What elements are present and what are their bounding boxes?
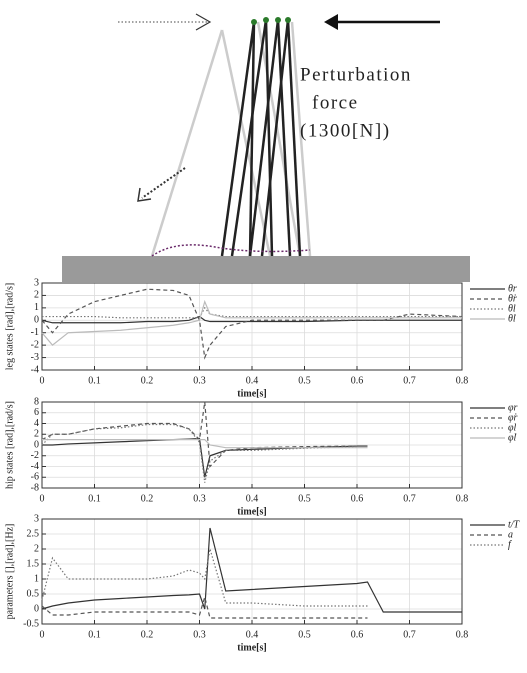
- y-tick-label: 3: [34, 277, 39, 288]
- x-tick-label: 0.1: [88, 375, 101, 386]
- series-line: [41, 299, 462, 346]
- series-line: [41, 315, 462, 324]
- x-axis-label: time[s]: [237, 506, 266, 517]
- x-tick-label: 0.7: [403, 493, 416, 504]
- legend-label: φr: [508, 402, 518, 413]
- series-line: [41, 288, 463, 360]
- y-tick-label: -4: [31, 364, 39, 375]
- x-tick-label: 0.8: [456, 493, 469, 504]
- legend-label: φl: [508, 422, 517, 433]
- y-tick-label: 1: [34, 302, 39, 313]
- x-tick-label: 0.1: [88, 493, 101, 504]
- x-tick-label: 0.4: [246, 629, 259, 640]
- hip-dots: [251, 17, 291, 25]
- y-tick-label: 2: [34, 290, 39, 301]
- y-tick-label: -3: [31, 352, 39, 363]
- y-tick-label: 0: [34, 603, 39, 614]
- x-tick-label: 0.4: [246, 493, 259, 504]
- foot-trace: [151, 244, 311, 257]
- legend-label: θl: [508, 303, 516, 314]
- y-tick-label: -2: [31, 450, 39, 461]
- legend-label: θr: [508, 283, 517, 294]
- y-tick-label: 1: [34, 573, 39, 584]
- y-tick-label: 0.5: [27, 588, 40, 599]
- x-tick-label: 0.6: [351, 493, 364, 504]
- simulation-diagram: Perturbation force (1300[N]): [62, 13, 470, 282]
- x-tick-label: 0.8: [456, 375, 469, 386]
- ground: [62, 256, 470, 282]
- y-tick-label: -6: [31, 472, 39, 483]
- y-tick-label: 2: [34, 429, 39, 440]
- x-tick-label: 0.7: [403, 375, 416, 386]
- x-tick-label: 0.3: [193, 375, 206, 386]
- series-line: [41, 548, 368, 607]
- y-tick-label: -1: [31, 327, 39, 338]
- y-tick-label: 4: [34, 418, 39, 429]
- series-line: [41, 423, 358, 483]
- y-tick-label: 2: [34, 543, 39, 554]
- series-line: [42, 306, 462, 319]
- y-tick-label: 1.5: [27, 558, 40, 569]
- dark-legs: [220, 19, 302, 257]
- series-line: [42, 437, 368, 478]
- y-tick-label: -0.5: [23, 618, 39, 629]
- legend-label: φ̇l: [508, 432, 517, 443]
- x-axis-label: time[s]: [237, 642, 266, 653]
- y-axis-label: parameters [],[rad],[Hz]: [4, 524, 15, 620]
- y-tick-label: 6: [34, 407, 39, 418]
- x-tick-label: 0.5: [298, 375, 311, 386]
- legend-label: φ̇r: [508, 412, 518, 423]
- plot-frame: [41, 518, 463, 625]
- x-tick-label: 0.1: [88, 629, 101, 640]
- x-tick-label: 0: [40, 493, 45, 504]
- x-tick-label: 0: [40, 629, 45, 640]
- y-axis-label: leg states [rad],[rad/s]: [4, 283, 15, 370]
- annotation: Perturbation: [300, 64, 412, 85]
- x-tick-label: 0.2: [141, 375, 154, 386]
- x-tick-label: 0.5: [298, 493, 311, 504]
- x-axis-label: time[s]: [237, 388, 266, 399]
- y-tick-label: 2.5: [27, 528, 40, 539]
- plot-frame: [41, 282, 463, 371]
- light-legs: [150, 21, 312, 257]
- x-tick-label: 0.4: [246, 375, 259, 386]
- y-tick-label: 0: [34, 439, 39, 450]
- x-tick-label: 0.5: [298, 629, 311, 640]
- y-axis-label: hip states [rad],[rad/s]: [4, 401, 15, 489]
- legend-label: a: [508, 529, 513, 540]
- x-tick-label: 0.3: [193, 629, 206, 640]
- x-tick-label: 0.7: [403, 629, 416, 640]
- annotation: force: [312, 92, 359, 113]
- y-tick-label: 3: [34, 513, 39, 524]
- series-line: [41, 594, 368, 619]
- x-tick-label: 0.3: [193, 493, 206, 504]
- legend-label: θ̇l: [508, 313, 516, 324]
- series-line: [42, 439, 368, 449]
- x-tick-label: 0: [40, 375, 45, 386]
- arrows: [118, 13, 440, 202]
- y-tick-label: 0: [34, 315, 39, 326]
- y-tick-label: -8: [31, 482, 39, 493]
- series-line: [41, 527, 462, 613]
- x-tick-label: 0.6: [351, 629, 364, 640]
- y-tick-label: -4: [31, 461, 39, 472]
- y-tick-label: 8: [34, 396, 39, 407]
- x-tick-label: 0.2: [141, 493, 154, 504]
- legend-label: θ̇r: [508, 293, 517, 304]
- annotation: (1300[N]): [300, 120, 391, 141]
- legend-label: f: [508, 539, 512, 550]
- x-tick-label: 0.6: [351, 375, 364, 386]
- legend-label: t/T: [508, 519, 521, 530]
- x-tick-label: 0.2: [141, 629, 154, 640]
- x-tick-label: 0.8: [456, 629, 469, 640]
- y-tick-label: -2: [31, 339, 39, 350]
